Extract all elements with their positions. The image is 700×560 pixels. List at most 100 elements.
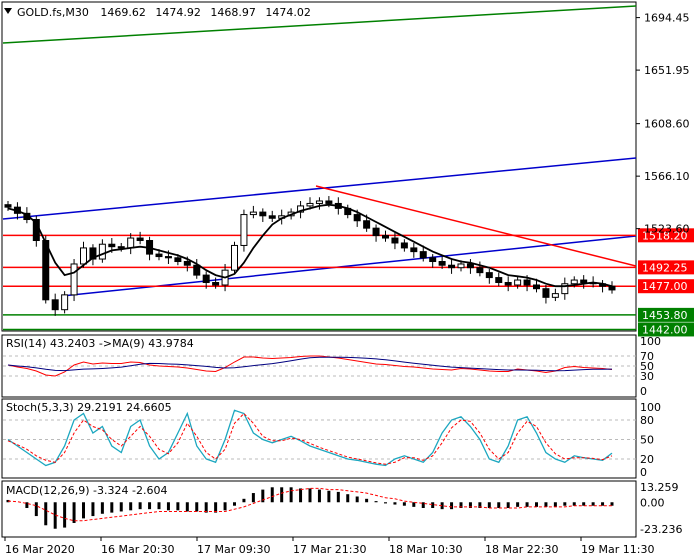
candle-body	[400, 242, 408, 249]
candle-body	[70, 263, 78, 296]
candle-body	[466, 263, 474, 269]
candle-body	[429, 257, 437, 263]
macd-tick-label: -23.236	[640, 523, 682, 536]
price-tick-label: 1694.45	[644, 12, 690, 25]
level-label-box	[638, 279, 694, 294]
time-tick-label: 16 Mar 20:30	[101, 543, 174, 556]
open-value: 1469.62	[100, 6, 146, 19]
level-label: 1442.00	[642, 323, 688, 336]
candle-body	[372, 227, 380, 237]
candle-body	[108, 243, 116, 248]
candle-body	[325, 200, 333, 204]
stoch-tick-label: 100	[640, 401, 661, 414]
time-tick-label: 19 Mar 11:30	[581, 543, 654, 556]
candle-body	[608, 285, 616, 291]
candle-body	[164, 256, 172, 259]
rsi-tick-label: 30	[640, 370, 654, 383]
level-label-box	[638, 307, 694, 322]
candle-body	[353, 214, 361, 222]
low-value: 1468.97	[210, 6, 256, 19]
candle-body	[127, 237, 135, 249]
candle-body	[410, 247, 418, 253]
support-channel-upper-line	[2, 5, 637, 44]
candle-body	[476, 267, 484, 274]
candle-body	[240, 214, 248, 246]
chart-header: GOLD.fs,M30 1469.62 1474.92 1468.97 1474…	[17, 6, 311, 19]
candle-body	[183, 261, 191, 266]
price-tick-label: 1523.60	[644, 223, 690, 236]
candle-body	[202, 274, 210, 284]
time-tick-label: 17 Mar 21:30	[293, 543, 366, 556]
level-label: 1477.00	[642, 280, 688, 293]
candle-body	[514, 279, 522, 286]
rsi-tick-label: 70	[640, 350, 654, 363]
rsi-line	[7, 355, 613, 377]
rsi-series	[3, 355, 636, 377]
rsi-label: RSI(14) 43.2403 ->MA(9) 43.9784	[6, 337, 194, 350]
macd-label: MACD(12,26,9) -3.324 -2.604	[6, 484, 167, 497]
candle-body	[51, 299, 59, 311]
level-label: 1492.25	[642, 261, 688, 274]
price-series	[2, 5, 637, 331]
collapse-arrow-icon[interactable]	[4, 8, 12, 14]
candle-body	[438, 261, 446, 266]
stoch-label: Stoch(5,3,3) 29.2191 24.6605	[6, 401, 172, 414]
high-value: 1474.92	[155, 6, 201, 19]
candle-body	[89, 247, 97, 260]
price-tick-label: 1566.10	[644, 170, 690, 183]
candle-body	[485, 272, 493, 279]
candle-body	[249, 211, 257, 216]
candle-body	[533, 284, 540, 290]
candle-body	[231, 244, 238, 271]
candle-body	[391, 237, 399, 244]
stoch-tick-label: 0	[640, 466, 647, 479]
candle-body	[193, 264, 201, 276]
candle-body	[457, 263, 465, 269]
candle-body	[315, 200, 323, 204]
candle-body	[4, 204, 12, 208]
moving-average-line	[7, 203, 613, 288]
macd-tick-label: 13.259	[640, 481, 679, 494]
macd-signal-line	[7, 487, 612, 522]
symbol-label: GOLD.fs,M30	[17, 6, 89, 19]
candle-body	[448, 264, 456, 269]
time-tick-label: 18 Mar 22:30	[485, 543, 558, 556]
candle-body	[268, 215, 276, 219]
candle-body	[80, 247, 87, 265]
price-tick-label: 1608.60	[644, 118, 690, 131]
candle-body	[297, 205, 305, 213]
level-label: 1518.20	[642, 229, 688, 242]
rsi-tick-label: 100	[640, 335, 661, 348]
stoch-tick-label: 50	[640, 434, 654, 447]
candle-body	[580, 279, 588, 284]
candle-body	[259, 211, 267, 217]
candle-body	[551, 293, 559, 298]
candle-body	[42, 240, 50, 301]
price-tick-label: 1651.95	[644, 64, 690, 77]
price-pane	[1, 1, 637, 332]
candle-body	[504, 282, 512, 286]
candle-body	[117, 246, 125, 249]
stoch-tick-label: 20	[640, 453, 654, 466]
channel-upper-line	[2, 157, 637, 220]
time-tick-label: 16 Mar 2020	[5, 543, 75, 556]
candle-body	[98, 243, 106, 260]
stoch-main-line	[7, 409, 613, 467]
candle-body	[155, 253, 163, 258]
level-label-box	[638, 260, 694, 275]
candle-body	[174, 257, 182, 263]
candle-body	[570, 279, 578, 285]
time-tick-label: 17 Mar 09:30	[197, 543, 270, 556]
candle-body	[542, 288, 550, 298]
candle-body	[212, 282, 220, 286]
candle-body	[523, 279, 531, 286]
candle-body	[495, 277, 503, 284]
candle-body	[561, 283, 569, 295]
time-tick-label: 18 Mar 10:30	[389, 543, 462, 556]
macd-tick-label: 0.00	[640, 496, 665, 509]
rsi-tick-label: 0	[640, 385, 647, 398]
candle-body	[419, 251, 427, 259]
level-label-box	[638, 322, 694, 337]
